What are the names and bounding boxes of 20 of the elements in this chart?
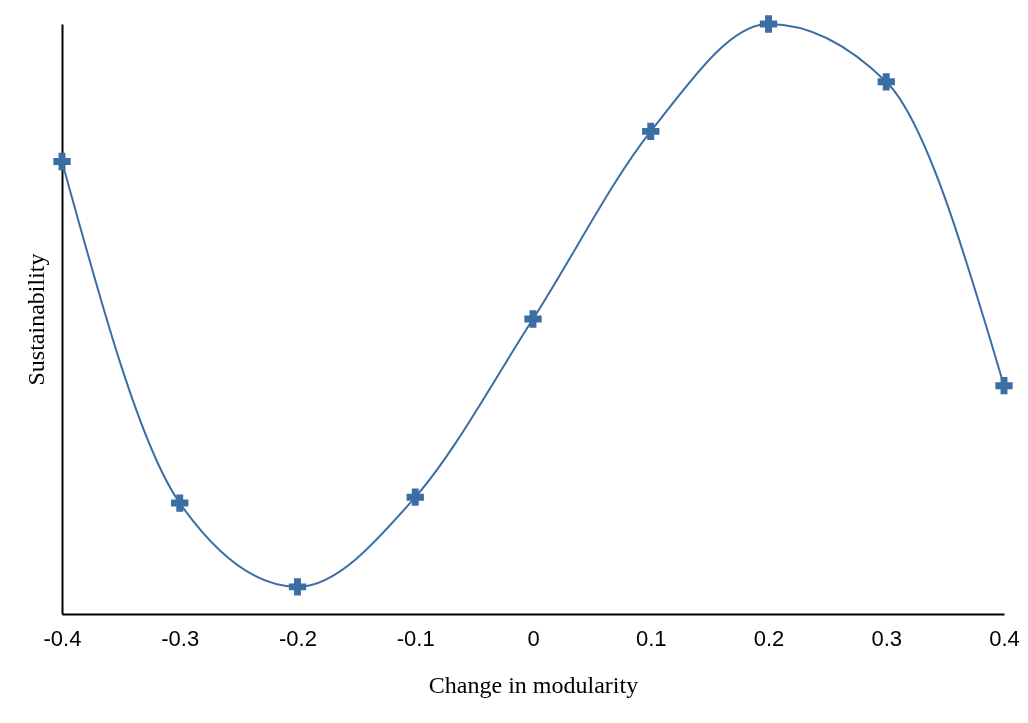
point: [171, 494, 189, 512]
point: [995, 377, 1013, 395]
x-tick-label: 0.1: [635, 625, 667, 651]
x-tick-label: -0.4: [43, 625, 82, 651]
x-tick-label: -0.3: [161, 625, 200, 651]
y-axis-title: Sustainability: [22, 253, 49, 386]
point: [877, 73, 895, 91]
x-tick-label: -0.1: [396, 625, 435, 651]
point: [524, 310, 542, 328]
point: [642, 122, 660, 141]
x-tick-label: 0.4: [989, 625, 1020, 651]
point: [759, 15, 778, 33]
x-axis-title: Change in modularity: [428, 671, 639, 698]
point: [406, 488, 424, 506]
x-tick-label: 0: [527, 625, 540, 651]
point: [288, 578, 307, 596]
x-tick-label: -0.2: [279, 625, 317, 651]
x-tick-label: 0.3: [871, 625, 903, 651]
point: [53, 152, 71, 171]
x-tick-label: 0.2: [753, 625, 785, 651]
